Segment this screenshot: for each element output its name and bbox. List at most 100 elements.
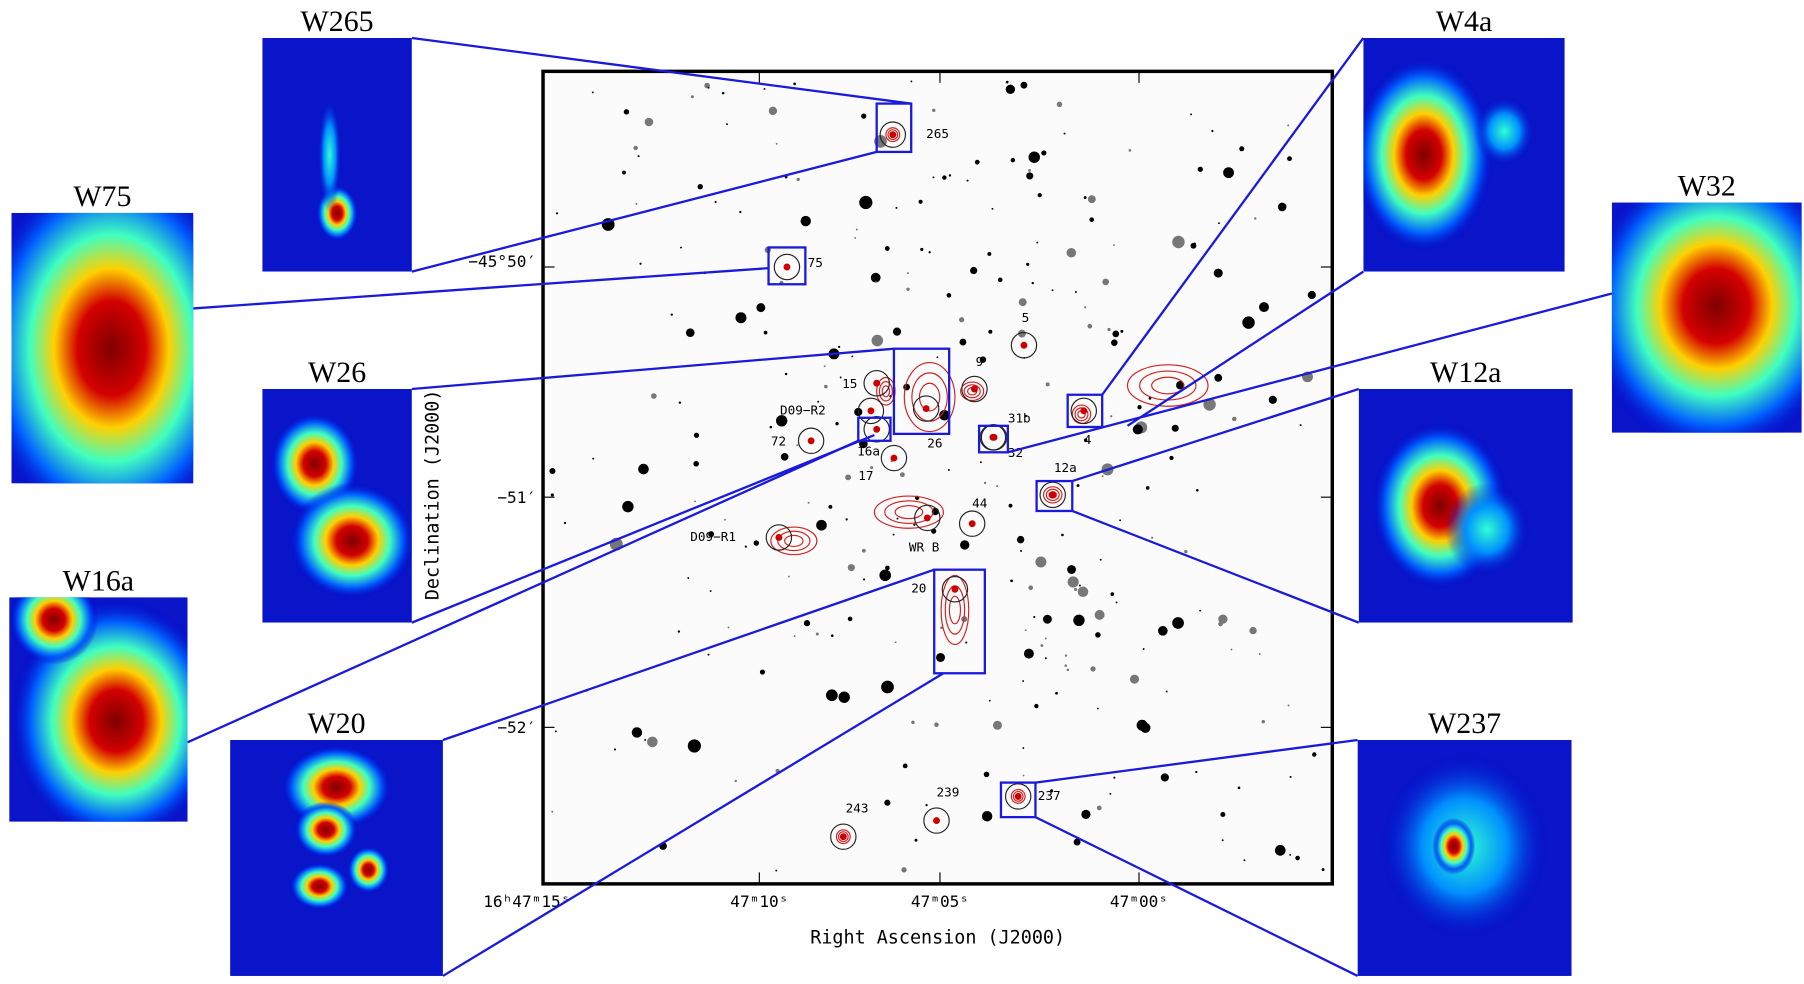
emission-blob <box>317 96 342 214</box>
star <box>1028 585 1034 591</box>
star <box>726 123 728 126</box>
star <box>988 699 991 702</box>
star <box>988 329 993 334</box>
star <box>936 652 946 663</box>
star <box>739 210 742 214</box>
star <box>1203 398 1216 411</box>
star <box>1036 241 1039 244</box>
star <box>1287 156 1292 162</box>
radio-contour <box>873 495 944 529</box>
radio-contour <box>770 526 818 556</box>
source-label: 15 <box>842 376 857 391</box>
star <box>644 117 654 127</box>
source-label: 12a <box>1054 460 1077 475</box>
star <box>633 145 638 151</box>
star <box>1223 167 1234 179</box>
star <box>1022 774 1025 777</box>
star <box>1110 592 1115 596</box>
star <box>693 460 699 467</box>
y-tick-label: −52′ <box>497 718 536 737</box>
star <box>936 356 939 359</box>
source-core <box>923 514 931 522</box>
star <box>707 653 710 656</box>
star <box>1113 244 1115 246</box>
zoom-panel <box>230 740 443 976</box>
star <box>1242 316 1255 329</box>
star <box>1243 859 1246 862</box>
star <box>960 540 970 550</box>
source-label: 5 <box>1022 310 1030 325</box>
emission-blob <box>1363 56 1495 253</box>
radio-contour <box>835 829 851 845</box>
star <box>1078 584 1081 587</box>
star <box>959 317 965 323</box>
star <box>1067 576 1079 588</box>
radio-contour <box>837 831 849 843</box>
star <box>549 467 556 475</box>
star <box>892 327 902 336</box>
star <box>1190 113 1193 116</box>
star <box>1151 536 1154 539</box>
star <box>854 236 857 239</box>
star <box>622 500 634 513</box>
radio-contour <box>903 361 956 433</box>
star <box>1061 533 1064 537</box>
star <box>623 109 630 115</box>
star <box>851 355 854 358</box>
star <box>687 739 701 753</box>
star <box>983 481 987 485</box>
star <box>1090 666 1096 672</box>
star <box>759 669 765 675</box>
star <box>768 106 778 116</box>
star <box>1026 262 1030 266</box>
star <box>807 501 810 504</box>
source-core <box>807 437 815 445</box>
star <box>892 533 895 536</box>
panel-title: W4a <box>1436 5 1492 38</box>
star <box>1101 475 1104 478</box>
source-core <box>867 407 875 415</box>
star <box>855 228 858 231</box>
star <box>1307 290 1316 300</box>
star <box>1142 648 1145 650</box>
panel-title: W32 <box>1678 170 1736 203</box>
x-tick-label: 47ᵐ05ˢ <box>911 892 969 911</box>
source-circle <box>773 253 801 281</box>
emission-blob <box>11 212 194 484</box>
source-label: 26 <box>927 436 942 451</box>
star <box>723 518 726 521</box>
source-core <box>1020 341 1028 349</box>
star <box>763 330 768 335</box>
star <box>870 272 881 283</box>
source-label: 265 <box>926 126 949 141</box>
overlay: 265755915D09−R231b7216a263241712a44D09−R… <box>542 71 1333 884</box>
panel-title: W75 <box>73 180 131 213</box>
source-label: D09−R1 <box>690 529 736 544</box>
source-core <box>989 433 997 441</box>
source-label: 16a <box>857 444 880 459</box>
star <box>1045 382 1050 387</box>
star <box>1261 720 1265 724</box>
star <box>825 689 838 702</box>
star <box>838 345 841 349</box>
star <box>895 206 898 209</box>
radio-contour <box>777 530 811 552</box>
source-circle <box>958 510 986 537</box>
star <box>1034 703 1039 709</box>
star <box>591 91 594 94</box>
star <box>981 810 993 822</box>
star <box>1040 644 1044 647</box>
star <box>845 474 852 481</box>
star <box>1074 291 1077 293</box>
star <box>1158 626 1168 636</box>
star <box>902 763 908 769</box>
star <box>925 804 928 807</box>
star <box>680 246 682 249</box>
radio-contour <box>884 500 934 524</box>
source-circle <box>961 375 988 403</box>
star <box>1232 416 1237 422</box>
star <box>1211 129 1214 133</box>
star <box>1016 535 1025 544</box>
star <box>1066 668 1070 672</box>
star <box>942 175 947 180</box>
